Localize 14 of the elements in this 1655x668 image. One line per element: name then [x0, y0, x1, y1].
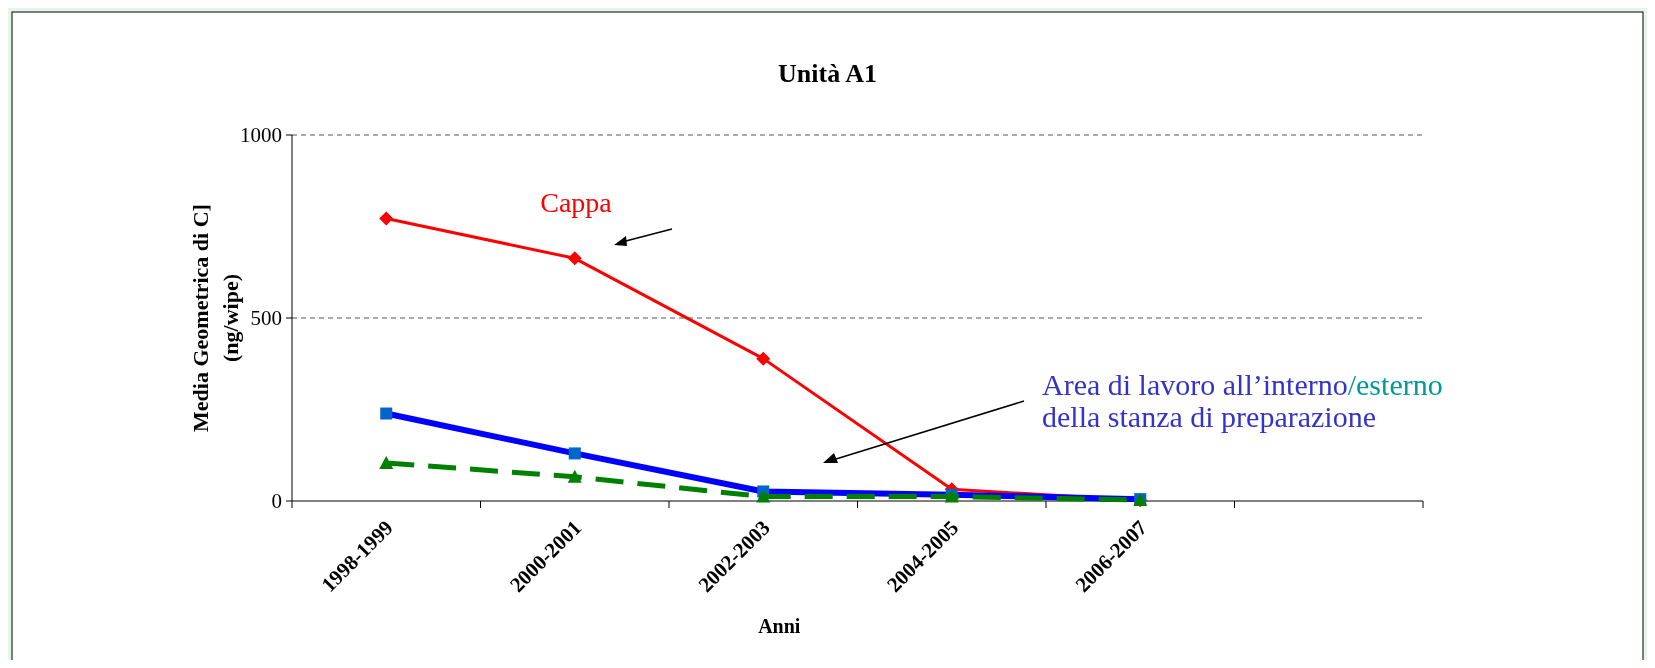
point [756, 351, 771, 366]
y-tick-label: 500 [250, 306, 282, 331]
point [756, 489, 771, 503]
point [567, 251, 582, 266]
point [567, 469, 582, 483]
point [379, 211, 394, 226]
y-axis-title: Media Geometrica di C] (ng/wipe) [188, 204, 243, 432]
point [379, 455, 394, 469]
annotation: Cappa [540, 187, 613, 218]
x-axis-title: Anni [758, 615, 801, 637]
annotation: Area di lavoro all’interno/esterno della stanza di preparazione [1042, 368, 1443, 433]
y-tick-label: 0 [271, 489, 282, 514]
chart-title: Unità A1 [778, 59, 877, 88]
y-tick-label: 1000 [240, 123, 282, 148]
